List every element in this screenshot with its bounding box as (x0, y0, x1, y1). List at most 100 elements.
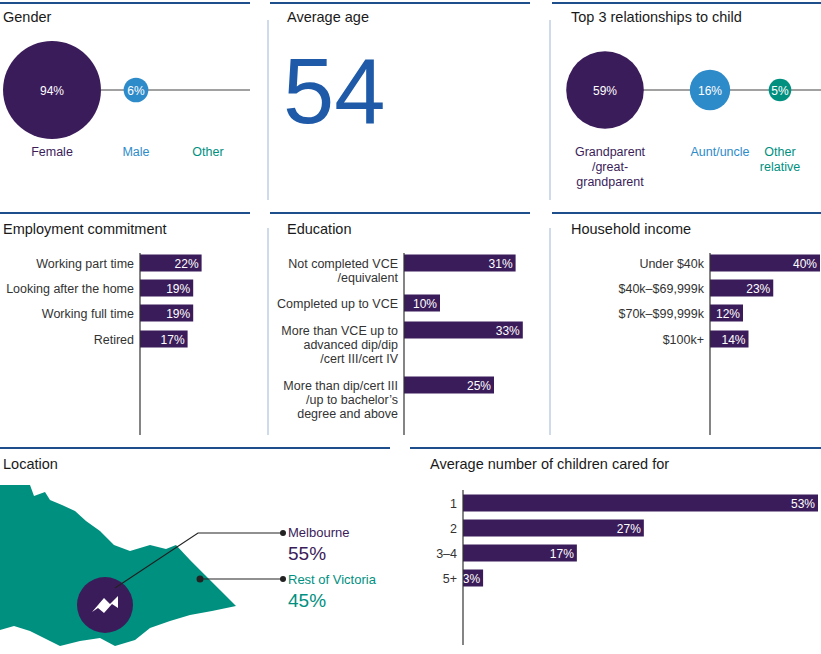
category-label: 1 (450, 497, 457, 511)
data-label: 45% (288, 590, 326, 611)
category-label: Aunt/uncle (690, 145, 749, 159)
panel-divider (268, 20, 269, 200)
panel-rule (270, 212, 530, 214)
chart-title: Average number of children cared for (430, 456, 669, 472)
bar (463, 545, 577, 562)
data-label: 94% (40, 84, 64, 98)
category-label: Male (122, 145, 149, 159)
panel-rule (410, 447, 821, 449)
bar-group (404, 255, 523, 394)
stat-value: 54 (283, 40, 385, 142)
bar (710, 255, 820, 272)
category-label: $70k–$99,999k (619, 307, 705, 321)
data-label: 23% (746, 282, 770, 296)
data-label: 27% (617, 522, 641, 536)
category-label: Completed up to VCE (277, 297, 398, 311)
panel-rule (0, 2, 250, 4)
leader-dot (280, 576, 286, 582)
panel-rule (552, 212, 821, 214)
bar (140, 331, 188, 348)
category-label: Working part time (36, 257, 134, 271)
bar (404, 295, 440, 312)
panel-divider (268, 228, 269, 435)
leader-line (200, 578, 283, 579)
category-label: 5+ (443, 572, 457, 586)
category-label: $40k–$69,999k (619, 282, 705, 296)
category-label: Under $40k (639, 257, 704, 271)
data-label: 6% (127, 84, 145, 98)
bar (710, 305, 743, 322)
bar-group (463, 495, 818, 587)
data-label: 25% (467, 379, 491, 393)
category-label: Working full time (42, 307, 134, 321)
bar (463, 570, 483, 587)
data-label: 12% (716, 307, 740, 321)
infographic: Gender 94% Female 6% Male Other Average age 54 T… (0, 0, 821, 654)
panel-divider (550, 228, 551, 435)
bar (140, 305, 193, 322)
category-label: Melbourne (288, 525, 349, 540)
bar (710, 280, 773, 297)
chart-title: Average age (287, 9, 369, 25)
map-city (77, 577, 133, 633)
category-label: Rest of Victoria (288, 572, 377, 587)
data-label: 16% (698, 84, 722, 98)
map-region (0, 485, 236, 646)
leader-dot (280, 530, 286, 536)
category-label: Not completed VCE/equivalent (288, 257, 398, 285)
category-label: Retired (94, 333, 134, 347)
chart-title: Gender (3, 9, 52, 25)
panel-divider (550, 20, 551, 200)
bar-group (710, 255, 820, 348)
bubble-group (566, 51, 821, 129)
bar-group (140, 255, 202, 348)
chart-title: Top 3 relationships to child (571, 9, 742, 25)
category-label: Female (31, 145, 73, 159)
axis-line (709, 253, 710, 435)
bar (140, 280, 193, 297)
data-label: 59% (593, 84, 617, 98)
bubble (769, 79, 792, 102)
chart-title: Household income (571, 221, 691, 237)
data-label: 53% (791, 497, 815, 511)
panel-rule (552, 2, 821, 4)
bar (463, 520, 644, 537)
data-label: 10% (413, 297, 437, 311)
bar (404, 322, 523, 339)
panel-rule (0, 447, 390, 449)
category-label: 2 (450, 522, 457, 536)
bubble-group (3, 41, 250, 139)
data-label: 55% (288, 543, 326, 564)
category-label: $100k+ (663, 333, 704, 347)
data-label: 17% (161, 333, 185, 347)
chart-title: Education (287, 221, 352, 237)
category-label: More than VCE up toadvanced dip/dip/cert… (281, 324, 398, 366)
category-label: 3–4 (436, 547, 457, 561)
panel-rule (270, 2, 530, 4)
panel-rule (0, 212, 250, 214)
category-label: Looking after the home (6, 282, 134, 296)
bubble (566, 51, 644, 129)
bar (404, 255, 516, 272)
category-label: Otherrelative (760, 145, 800, 174)
data-label: 33% (496, 324, 520, 338)
bubble (3, 41, 101, 139)
data-label: 22% (175, 257, 199, 271)
bubble (690, 70, 730, 110)
data-label: 14% (721, 333, 745, 347)
data-label: 40% (793, 257, 817, 271)
leader-line (115, 533, 283, 588)
data-label: 31% (489, 257, 513, 271)
bar (463, 495, 818, 512)
bar (140, 255, 202, 272)
chart-title: Location (3, 456, 58, 472)
axis-line (462, 490, 463, 645)
axis-line (403, 253, 404, 435)
bar (710, 331, 749, 348)
data-label: 17% (550, 547, 574, 561)
data-label: 3% (463, 572, 481, 586)
category-label: More than dip/cert III/up to bachelor’sd… (283, 379, 398, 421)
city-icon (92, 596, 118, 613)
category-label: Other (192, 145, 223, 159)
data-label: 5% (771, 84, 789, 98)
